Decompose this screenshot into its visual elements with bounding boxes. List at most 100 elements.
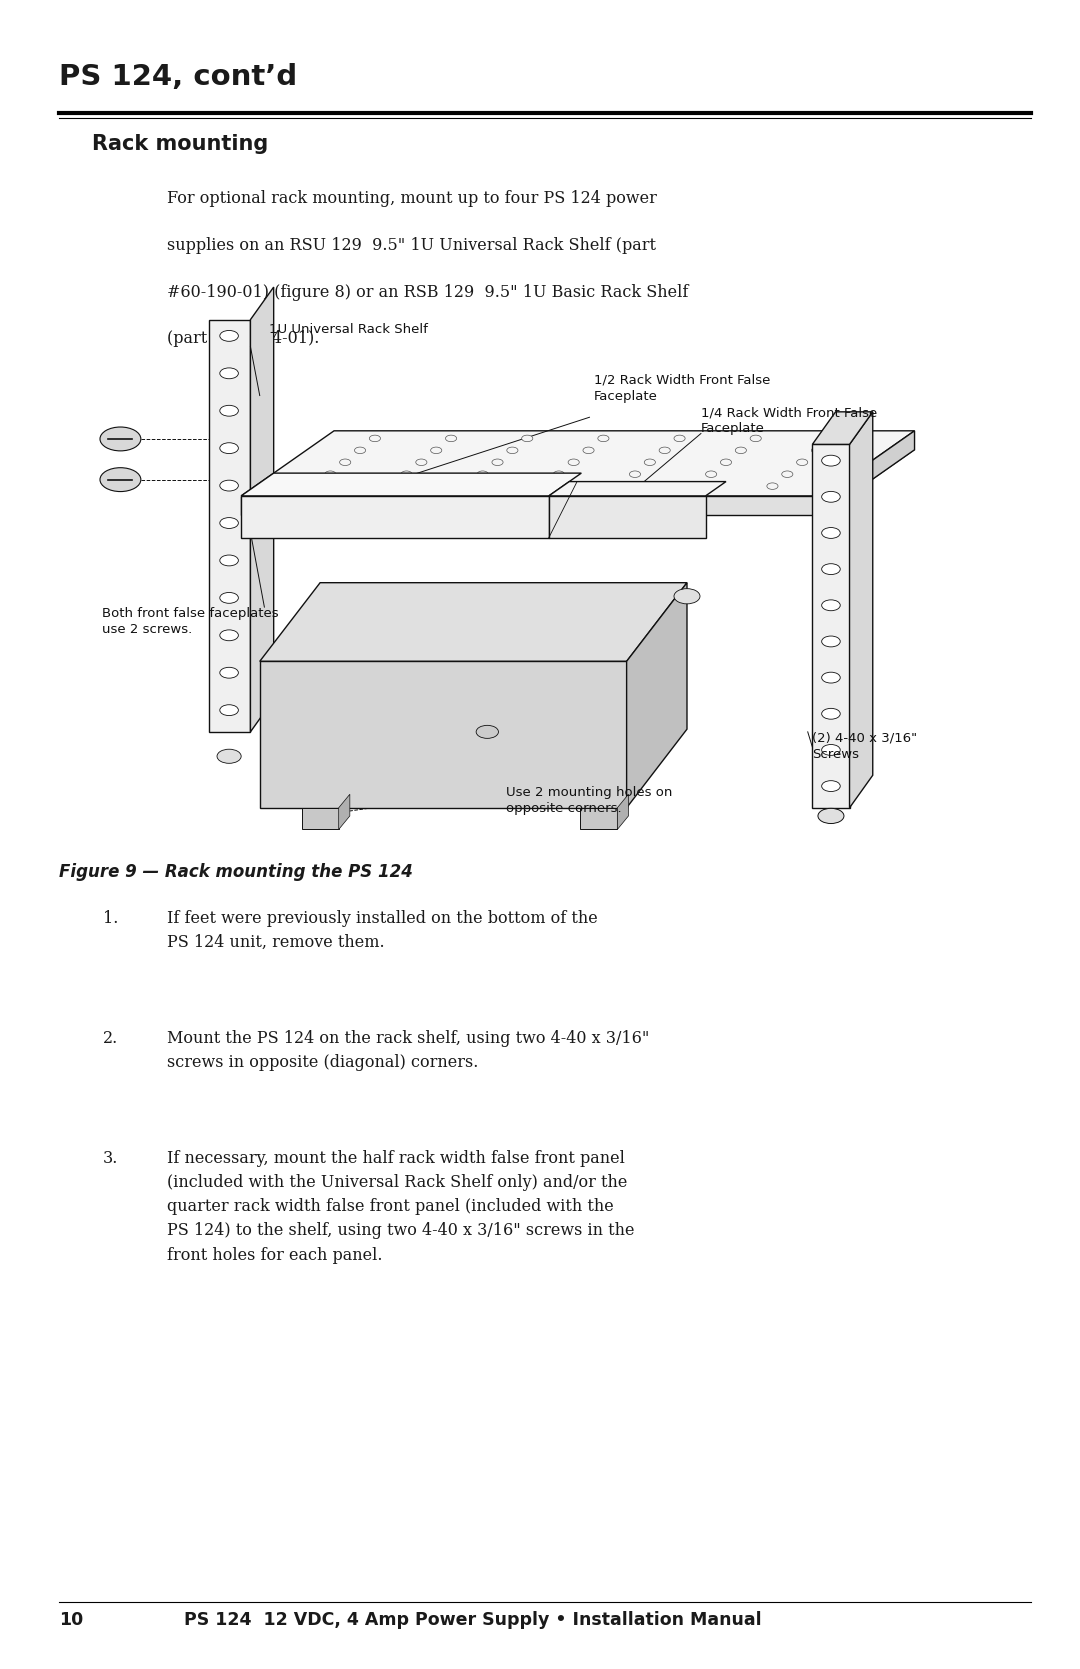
Text: 1.: 1. (103, 910, 118, 926)
Ellipse shape (220, 556, 239, 566)
Polygon shape (241, 496, 549, 537)
Text: (part #60-604-01).: (part #60-604-01). (167, 330, 320, 347)
Ellipse shape (822, 456, 840, 466)
Ellipse shape (568, 459, 579, 466)
Ellipse shape (522, 436, 532, 442)
Text: supplies on an RSU 129  9.5" 1U Universal Rack Shelf (part: supplies on an RSU 129 9.5" 1U Universal… (167, 237, 657, 254)
Ellipse shape (100, 467, 140, 492)
Text: Both front false faceplates
use 2 screws.: Both front false faceplates use 2 screws… (102, 608, 279, 636)
Ellipse shape (822, 708, 840, 719)
Ellipse shape (645, 459, 656, 466)
Ellipse shape (822, 781, 840, 791)
Ellipse shape (822, 491, 840, 502)
Ellipse shape (822, 599, 840, 611)
Ellipse shape (822, 673, 840, 683)
Polygon shape (241, 451, 915, 514)
Ellipse shape (674, 436, 685, 442)
Text: If feet were previously installed on the bottom of the
PS 124 unit, remove them.: If feet were previously installed on the… (167, 910, 598, 951)
Ellipse shape (826, 436, 837, 442)
Polygon shape (301, 808, 339, 829)
Ellipse shape (822, 636, 840, 648)
Text: #60-190-01) (figure 8) or an RSB 129  9.5" 1U Basic Rack Shelf: #60-190-01) (figure 8) or an RSB 129 9.5… (167, 284, 689, 300)
Polygon shape (339, 794, 350, 829)
Ellipse shape (674, 589, 700, 604)
Ellipse shape (691, 482, 702, 489)
Polygon shape (618, 794, 629, 829)
Ellipse shape (220, 517, 239, 529)
Polygon shape (549, 482, 726, 496)
Ellipse shape (386, 482, 397, 489)
Polygon shape (251, 287, 273, 731)
Ellipse shape (615, 482, 625, 489)
Text: Mount the PS 124 on the rack shelf, using two 4-40 x 3/16"
screws in opposite (d: Mount the PS 124 on the rack shelf, usin… (167, 1030, 650, 1071)
Ellipse shape (220, 592, 239, 603)
Text: (2) 4-40 x 3/16"
Screws: (2) 4-40 x 3/16" Screws (812, 731, 918, 761)
Text: 1/4 Rack Width Front False
Faceplate: 1/4 Rack Width Front False Faceplate (701, 407, 877, 436)
Ellipse shape (659, 447, 671, 454)
Polygon shape (241, 496, 822, 514)
Polygon shape (208, 320, 251, 731)
Ellipse shape (220, 330, 239, 342)
Ellipse shape (705, 471, 717, 477)
Polygon shape (812, 412, 873, 444)
Text: 10: 10 (59, 1611, 83, 1629)
Ellipse shape (401, 471, 413, 477)
Ellipse shape (583, 447, 594, 454)
Polygon shape (260, 661, 626, 808)
Ellipse shape (538, 482, 550, 489)
Ellipse shape (818, 808, 843, 823)
Ellipse shape (462, 482, 473, 489)
Ellipse shape (220, 367, 239, 379)
Ellipse shape (446, 436, 457, 442)
Ellipse shape (797, 459, 808, 466)
Ellipse shape (598, 436, 609, 442)
Polygon shape (241, 472, 581, 496)
Ellipse shape (220, 481, 239, 491)
Text: 3.: 3. (103, 1150, 118, 1167)
Text: Rack mounting: Rack mounting (92, 134, 268, 154)
Ellipse shape (822, 527, 840, 539)
Ellipse shape (220, 629, 239, 641)
Ellipse shape (553, 471, 565, 477)
Polygon shape (626, 582, 687, 808)
Ellipse shape (220, 704, 239, 716)
Ellipse shape (720, 459, 731, 466)
Polygon shape (260, 582, 687, 661)
Ellipse shape (217, 749, 241, 763)
Text: For optional rack mounting, mount up to four PS 124 power: For optional rack mounting, mount up to … (167, 190, 658, 207)
Ellipse shape (354, 447, 366, 454)
Ellipse shape (310, 482, 321, 489)
Text: Use 2 mounting holes on
opposite corners.: Use 2 mounting holes on opposite corners… (505, 786, 672, 814)
Text: Figure 9 — Rack mounting the PS 124: Figure 9 — Rack mounting the PS 124 (59, 863, 414, 881)
Polygon shape (822, 431, 915, 514)
Text: 1U Universal Rack Shelf: 1U Universal Rack Shelf (269, 322, 428, 335)
Polygon shape (812, 444, 850, 808)
Ellipse shape (416, 459, 427, 466)
Text: 2.: 2. (103, 1030, 118, 1046)
Ellipse shape (220, 442, 239, 454)
Ellipse shape (477, 471, 488, 477)
Ellipse shape (220, 668, 239, 678)
Ellipse shape (751, 436, 761, 442)
Ellipse shape (811, 447, 823, 454)
Ellipse shape (767, 482, 778, 489)
Text: PS 124  12 VDC, 4 Amp Power Supply • Installation Manual: PS 124 12 VDC, 4 Amp Power Supply • Inst… (184, 1611, 761, 1629)
Ellipse shape (339, 459, 351, 466)
Text: If necessary, mount the half rack width false front panel
(included with the Uni: If necessary, mount the half rack width … (167, 1150, 635, 1263)
Polygon shape (850, 412, 873, 808)
Ellipse shape (735, 447, 746, 454)
Ellipse shape (782, 471, 793, 477)
Ellipse shape (630, 471, 640, 477)
Ellipse shape (822, 564, 840, 574)
Polygon shape (580, 808, 618, 829)
Text: PS 124, cont’d: PS 124, cont’d (59, 63, 298, 92)
Polygon shape (241, 431, 915, 496)
Ellipse shape (325, 471, 336, 477)
Text: 1/2 Rack Width Front False
Faceplate: 1/2 Rack Width Front False Faceplate (594, 374, 770, 402)
Ellipse shape (369, 436, 380, 442)
Ellipse shape (507, 447, 518, 454)
Polygon shape (549, 496, 705, 537)
Ellipse shape (476, 726, 499, 738)
Ellipse shape (100, 427, 140, 451)
Ellipse shape (220, 406, 239, 416)
